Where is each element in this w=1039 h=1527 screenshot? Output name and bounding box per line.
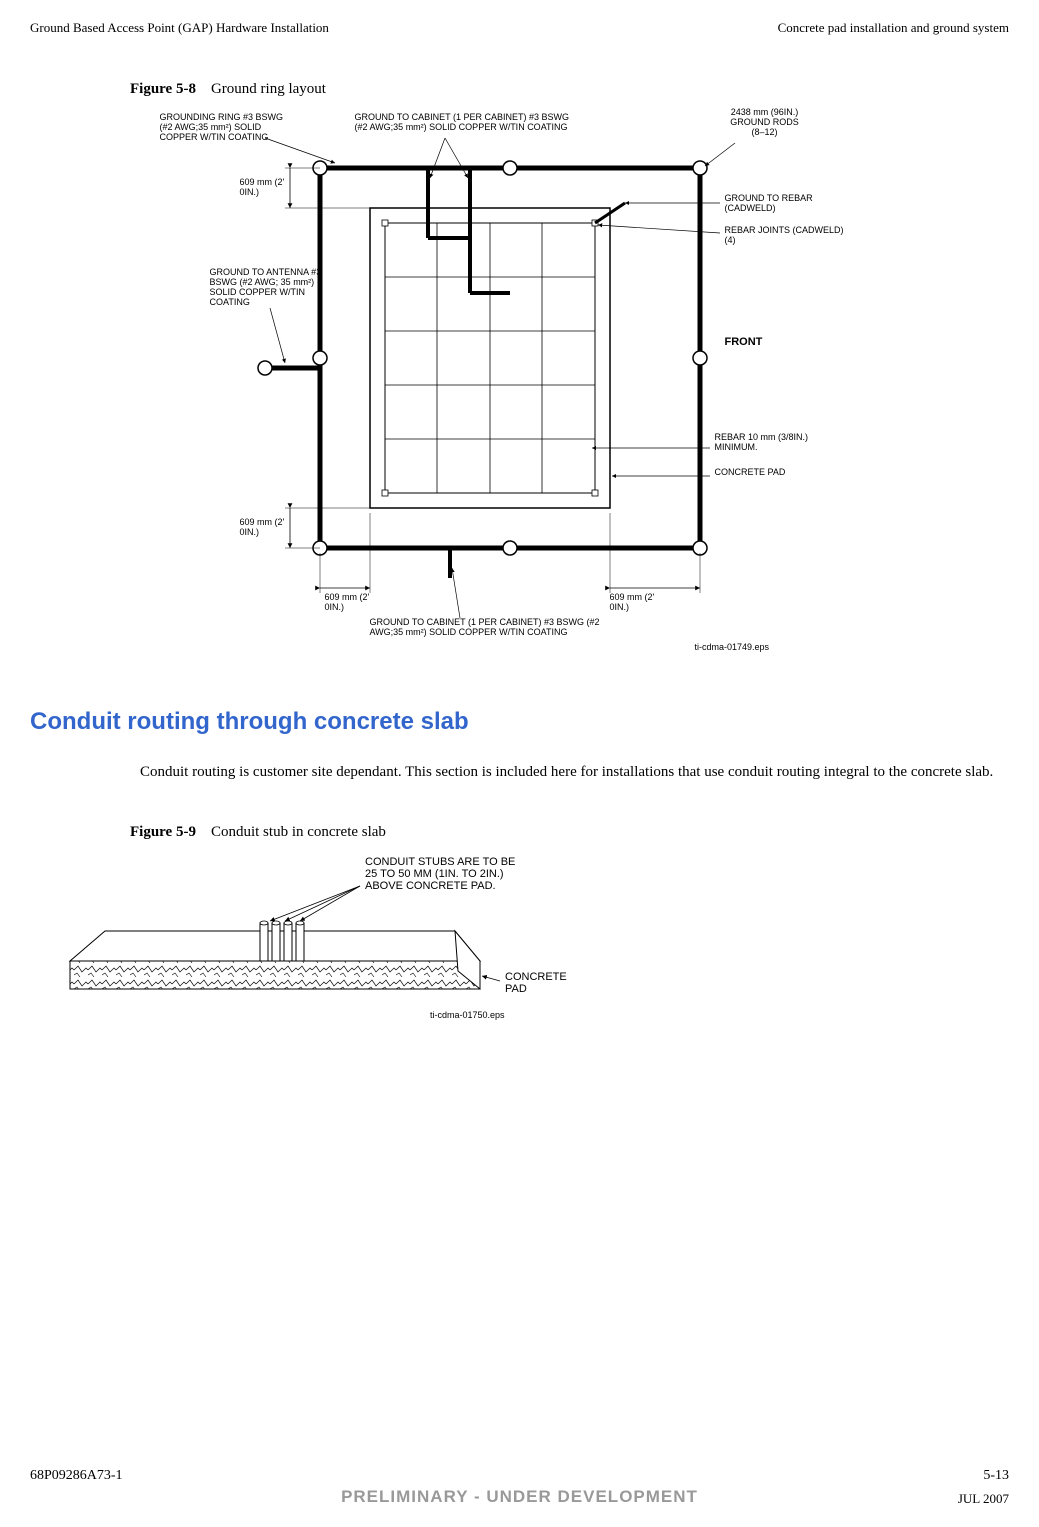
page-header: Ground Based Access Point (GAP) Hardware… — [30, 20, 1009, 36]
label-ground-rods: 2438 mm (96IN.) GROUND RODS (8–12) — [725, 108, 805, 138]
figure2-number: Figure 5-9 — [130, 824, 196, 840]
label-dim1: 609 mm (2' 0IN.) — [240, 178, 290, 198]
label-front: FRONT — [725, 336, 763, 348]
label-grounding-ring: GROUNDING RING #3 BSWG (#2 AWG;35 mm²) S… — [160, 113, 290, 143]
figure2-caption: Figure 5-9 Conduit stub in concrete slab — [130, 824, 1009, 841]
label-dim2: 609 mm (2' 0IN.) — [240, 518, 290, 538]
figure1-number: Figure 5-8 — [130, 81, 196, 97]
figure1-diagram: GROUNDING RING #3 BSWG (#2 AWG;35 mm²) S… — [170, 108, 870, 658]
label-concrete-pad: CONCRETE PAD — [715, 468, 795, 478]
section-body: Conduit routing is customer site dependa… — [140, 761, 1009, 784]
figure1-citation: ti-cdma-01749.eps — [695, 643, 770, 653]
figure1-caption: Figure 5-8 Ground ring layout — [130, 81, 1009, 98]
label-ground-cabinet-bottom: GROUND TO CABINET (1 PER CABINET) #3 BSW… — [370, 618, 630, 638]
conduit-stub-svg — [60, 851, 610, 1051]
label-ground-antenna: GROUND TO ANTENNA #3 BSWG (#2 AWG; 35 mm… — [210, 268, 330, 308]
label-dim3: 609 mm (2' 0IN.) — [325, 593, 375, 613]
label-rebar: REBAR 10 mm (3/8IN.) MINIMUM. — [715, 433, 815, 453]
figure2-title: Conduit stub in concrete slab — [211, 824, 386, 840]
label-conduit-stubs: CONDUIT STUBS ARE TO BE 25 TO 50 MM (1IN… — [365, 856, 525, 892]
label-concrete-pad2: CONCRETE PAD — [505, 971, 585, 995]
footer-status: PRELIMINARY - UNDER DEVELOPMENT — [30, 1487, 1009, 1507]
footer-date: JUL 2007 — [958, 1491, 1009, 1507]
figure1-title: Ground ring layout — [211, 81, 326, 97]
page-footer: 68P09286A73-1 5-13 PRELIMINARY - UNDER D… — [30, 1468, 1009, 1507]
label-ground-rebar: GROUND TO REBAR (CADWELD) — [725, 194, 855, 214]
footer-page: 5-13 — [983, 1468, 1009, 1484]
label-dim4: 609 mm (2' 0IN.) — [610, 593, 660, 613]
label-ground-cabinet-top: GROUND TO CABINET (1 PER CABINET) #3 BSW… — [355, 113, 585, 133]
header-right: Concrete pad installation and ground sys… — [778, 20, 1009, 36]
header-left: Ground Based Access Point (GAP) Hardware… — [30, 20, 329, 36]
label-rebar-joints: REBAR JOINTS (CADWELD) (4) — [725, 226, 855, 246]
figure2-citation: ti-cdma-01750.eps — [430, 1011, 505, 1021]
figure2-diagram: CONDUIT STUBS ARE TO BE 25 TO 50 MM (1IN… — [60, 851, 610, 1101]
section-heading: Conduit routing through concrete slab — [30, 708, 1009, 736]
footer-doc-id: 68P09286A73-1 — [30, 1468, 123, 1484]
